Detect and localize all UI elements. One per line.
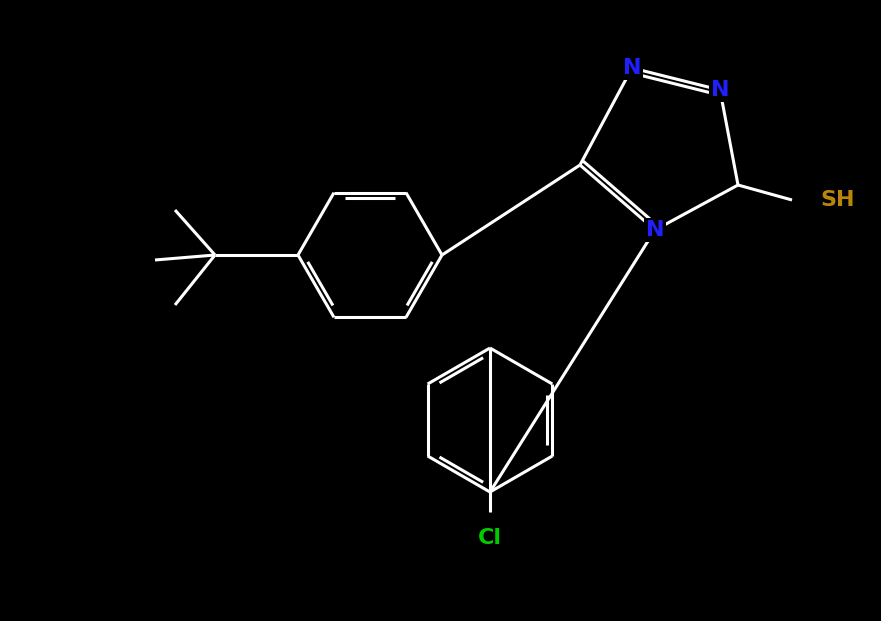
Text: Cl: Cl [478, 528, 502, 548]
Text: N: N [646, 220, 664, 240]
Text: N: N [623, 58, 641, 78]
Text: N: N [711, 80, 729, 100]
Text: SH: SH [820, 190, 855, 210]
